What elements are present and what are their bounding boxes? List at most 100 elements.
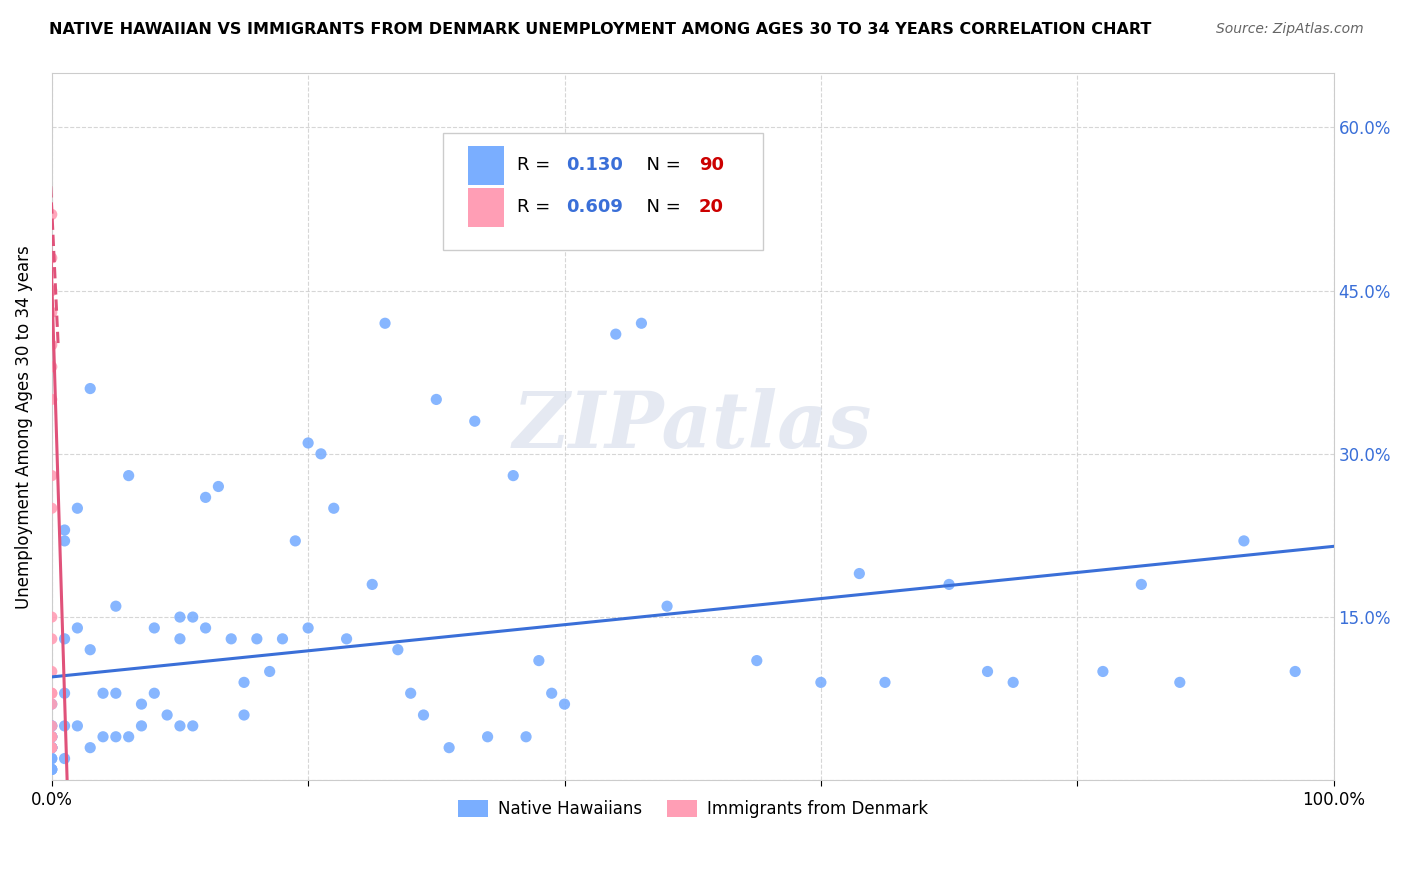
Point — [464, 414, 486, 428]
Point — [1284, 665, 1306, 679]
Point — [91, 686, 114, 700]
Text: Source: ZipAtlas.com: Source: ZipAtlas.com — [1216, 22, 1364, 37]
Point — [118, 730, 141, 744]
Point — [399, 686, 422, 700]
Point — [938, 577, 960, 591]
Point — [655, 599, 678, 614]
Point — [66, 719, 89, 733]
Text: 0.609: 0.609 — [565, 198, 623, 217]
Point — [41, 730, 63, 744]
Point — [297, 621, 319, 635]
Point — [437, 740, 460, 755]
Point — [53, 523, 76, 537]
Point — [79, 382, 101, 396]
Point — [66, 501, 89, 516]
Text: 20: 20 — [699, 198, 724, 217]
FancyBboxPatch shape — [443, 133, 763, 250]
Point — [412, 708, 434, 723]
Point — [53, 533, 76, 548]
Text: ZIPatlas: ZIPatlas — [513, 388, 872, 465]
Point — [53, 751, 76, 765]
Point — [41, 338, 63, 352]
Point — [682, 142, 704, 156]
Point — [131, 697, 153, 711]
Point — [41, 251, 63, 265]
Point — [848, 566, 870, 581]
Point — [605, 327, 627, 342]
Point — [810, 675, 832, 690]
Point — [91, 730, 114, 744]
Point — [41, 686, 63, 700]
Point — [41, 751, 63, 765]
Point — [194, 621, 217, 635]
Point — [41, 751, 63, 765]
Point — [41, 763, 63, 777]
Text: R =: R = — [517, 156, 557, 174]
Point — [1233, 533, 1256, 548]
Point — [131, 719, 153, 733]
Point — [169, 719, 191, 733]
Point — [41, 719, 63, 733]
Y-axis label: Unemployment Among Ages 30 to 34 years: Unemployment Among Ages 30 to 34 years — [15, 244, 32, 608]
Point — [41, 284, 63, 298]
Point — [387, 642, 409, 657]
Point — [284, 533, 307, 548]
Point — [41, 730, 63, 744]
Text: NATIVE HAWAIIAN VS IMMIGRANTS FROM DENMARK UNEMPLOYMENT AMONG AGES 30 TO 34 YEAR: NATIVE HAWAIIAN VS IMMIGRANTS FROM DENMA… — [49, 22, 1152, 37]
Point — [156, 708, 179, 723]
Point — [41, 730, 63, 744]
Point — [41, 305, 63, 319]
Point — [374, 316, 396, 330]
Point — [540, 686, 562, 700]
Point — [66, 621, 89, 635]
Point — [41, 501, 63, 516]
FancyBboxPatch shape — [468, 145, 505, 185]
Point — [976, 665, 998, 679]
Text: N =: N = — [636, 198, 686, 217]
Point — [259, 665, 281, 679]
Point — [41, 632, 63, 646]
Point — [233, 708, 256, 723]
Point — [104, 730, 127, 744]
Point — [104, 599, 127, 614]
Point — [271, 632, 294, 646]
Point — [41, 686, 63, 700]
Point — [194, 491, 217, 505]
Point — [309, 447, 332, 461]
Point — [53, 719, 76, 733]
Point — [53, 632, 76, 646]
Text: R =: R = — [517, 198, 557, 217]
Point — [41, 719, 63, 733]
Point — [79, 740, 101, 755]
Point — [1002, 675, 1025, 690]
Point — [553, 697, 575, 711]
Point — [118, 468, 141, 483]
Point — [322, 501, 344, 516]
Point — [41, 468, 63, 483]
Text: 0.130: 0.130 — [565, 156, 623, 174]
Point — [297, 436, 319, 450]
Point — [527, 654, 550, 668]
Point — [361, 577, 384, 591]
Point — [41, 665, 63, 679]
Point — [1168, 675, 1191, 690]
Point — [41, 697, 63, 711]
Point — [169, 632, 191, 646]
Point — [502, 468, 524, 483]
Point — [104, 686, 127, 700]
Point — [630, 316, 652, 330]
Point — [41, 740, 63, 755]
Point — [41, 763, 63, 777]
Point — [873, 675, 896, 690]
Point — [41, 719, 63, 733]
Point — [41, 740, 63, 755]
Point — [41, 610, 63, 624]
Point — [169, 610, 191, 624]
Point — [41, 740, 63, 755]
Point — [143, 686, 166, 700]
Point — [1130, 577, 1153, 591]
Point — [143, 621, 166, 635]
Point — [425, 392, 447, 407]
Point — [233, 675, 256, 690]
Point — [41, 730, 63, 744]
